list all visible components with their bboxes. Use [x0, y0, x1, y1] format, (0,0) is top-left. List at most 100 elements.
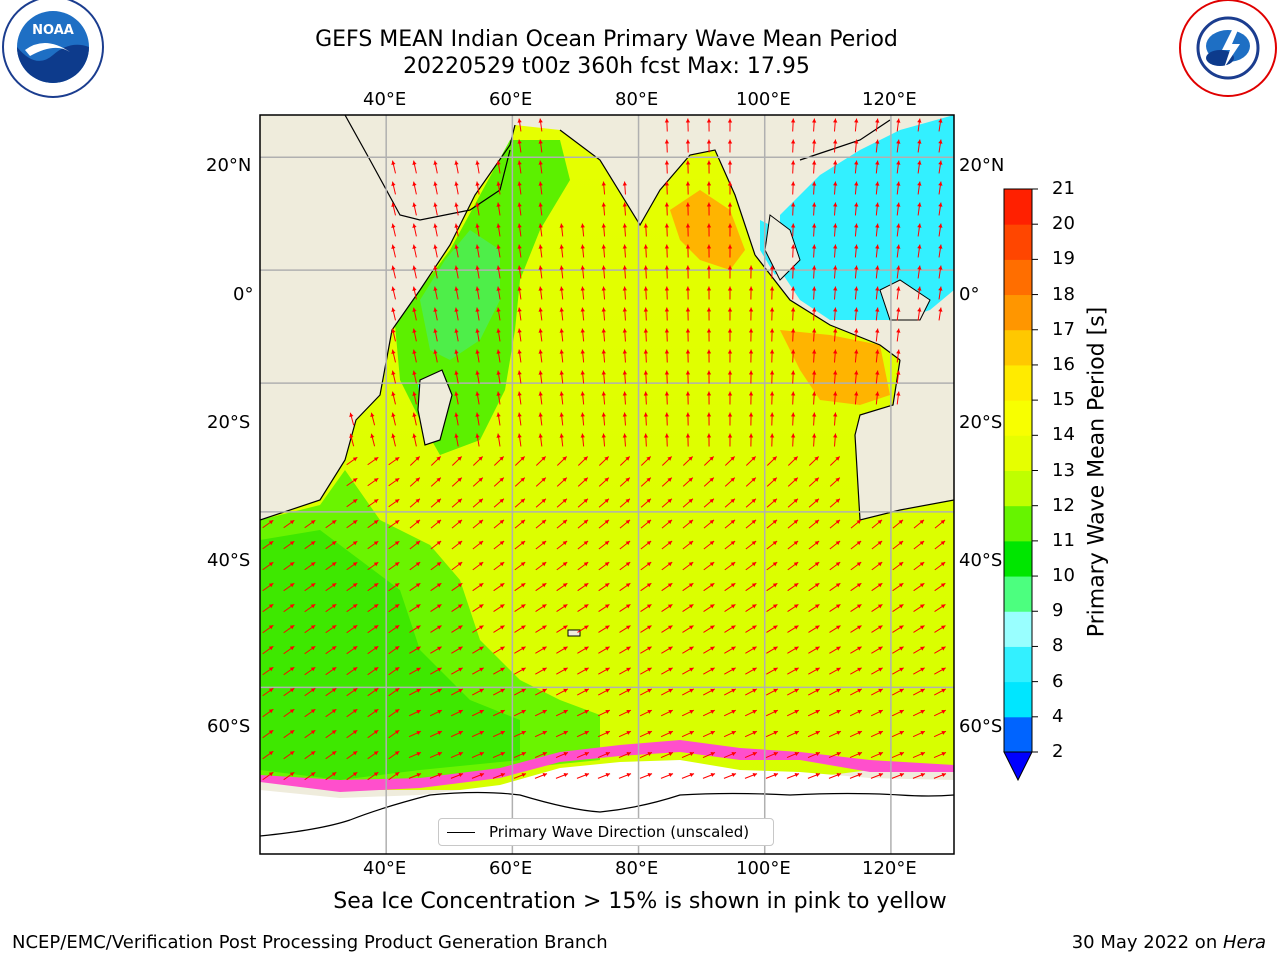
wave-direction-arrow	[812, 223, 817, 237]
wave-direction-arrow	[496, 244, 501, 258]
wave-direction-arrow	[496, 265, 501, 279]
wave-direction-arrow	[681, 709, 695, 717]
wave-direction-arrow	[685, 391, 691, 405]
wave-direction-arrow	[812, 244, 817, 258]
wave-direction-arrow	[454, 370, 459, 384]
wave-direction-arrow	[412, 391, 417, 405]
wave-direction-arrow	[849, 730, 863, 738]
wave-direction-arrow	[912, 751, 926, 759]
wave-direction-arrow	[538, 139, 543, 153]
wave-direction-arrow	[433, 328, 438, 342]
lon-tick-bottom-60e: 60°E	[489, 858, 533, 879]
wave-direction-arrow	[517, 328, 522, 342]
wave-direction-arrow	[727, 433, 733, 447]
wave-direction-arrow	[727, 160, 733, 174]
wave-direction-arrow	[727, 391, 733, 405]
wave-direction-arrow	[580, 349, 585, 363]
wave-direction-arrow	[601, 412, 606, 426]
wave-direction-arrow	[622, 391, 627, 405]
wave-direction-arrow	[391, 412, 396, 426]
wave-direction-arrow	[619, 561, 631, 571]
wave-direction-arrow	[283, 540, 295, 550]
wave-direction-arrow	[619, 456, 631, 466]
wave-direction-arrow	[706, 118, 712, 132]
wave-direction-arrow	[664, 244, 670, 258]
wave-direction-arrow	[472, 456, 484, 466]
wave-direction-arrow	[723, 751, 737, 759]
wave-direction-arrow	[535, 477, 547, 487]
colorbar-tick-label: 21	[1052, 178, 1075, 199]
wave-direction-arrow	[535, 688, 547, 696]
wave-direction-arrow	[517, 307, 522, 321]
wave-direction-arrow	[833, 391, 838, 405]
wave-direction-arrow	[850, 667, 862, 675]
wave-direction-arrow	[451, 498, 463, 508]
wave-direction-arrow	[933, 730, 947, 738]
wave-direction-arrow	[514, 667, 526, 675]
wave-direction-arrow	[871, 667, 883, 675]
wave-direction-arrow	[538, 160, 543, 174]
wave-direction-arrow	[854, 265, 859, 279]
wave-direction-arrow	[892, 667, 904, 675]
wave-direction-arrow	[367, 771, 379, 781]
wave-direction-arrow	[556, 646, 568, 654]
wave-direction-arrow	[622, 307, 627, 321]
wave-direction-arrow	[933, 751, 947, 759]
wave-direction-arrow	[619, 519, 631, 529]
wave-direction-arrow	[496, 412, 501, 426]
wave-direction-arrow	[622, 265, 627, 279]
wave-direction-arrow	[661, 625, 673, 633]
wave-direction-arrow	[388, 519, 400, 529]
wave-direction-arrow	[598, 519, 610, 529]
wave-direction-arrow	[451, 477, 463, 487]
wave-direction-arrow	[619, 667, 631, 675]
noaa-logo-text: NOAA	[32, 23, 74, 38]
wave-direction-arrow	[534, 773, 548, 779]
wave-direction-arrow	[430, 582, 442, 592]
wave-direction-arrow	[409, 561, 421, 571]
wave-direction-arrow	[727, 412, 733, 426]
wave-direction-arrow	[619, 582, 631, 592]
wave-direction-arrow	[854, 223, 859, 237]
wave-direction-arrow	[896, 118, 901, 132]
wave-direction-arrow	[451, 456, 463, 466]
wave-direction-arrow	[535, 646, 547, 654]
wave-direction-arrow	[854, 286, 859, 300]
wave-direction-arrow	[577, 646, 589, 654]
wave-direction-arrow	[938, 202, 943, 216]
wave-direction-arrow	[786, 730, 800, 738]
wave-direction-arrow	[896, 349, 901, 363]
wave-direction-arrow	[790, 181, 796, 195]
wave-direction-arrow	[703, 582, 715, 592]
wave-direction-arrow	[934, 582, 946, 592]
wave-direction-arrow	[938, 139, 943, 153]
wave-direction-arrow	[622, 223, 627, 237]
wave-direction-arrow	[496, 370, 501, 384]
colorbar-segment	[1004, 576, 1032, 612]
colorbar-tick-label: 8	[1052, 635, 1064, 657]
colorbar-label: Primary Wave Mean Period [s]	[1084, 306, 1110, 638]
wave-direction-arrow	[745, 604, 757, 612]
wave-direction-arrow	[325, 582, 337, 592]
wave-direction-arrow	[556, 519, 568, 529]
wave-direction-arrow	[850, 625, 862, 633]
wave-direction-arrow	[661, 604, 673, 612]
wave-direction-arrow	[917, 118, 922, 132]
wave-direction-arrow	[388, 666, 400, 676]
colorbar	[1003, 188, 1038, 782]
wave-direction-arrow	[790, 328, 796, 342]
wave-direction-arrow	[391, 202, 396, 216]
legend-line-swatch	[447, 831, 475, 833]
wave-direction-arrow	[766, 688, 778, 696]
wave-direction-arrow	[325, 708, 337, 718]
colorbar-segment	[1004, 611, 1032, 647]
colorbar-tick-label: 18	[1052, 283, 1075, 305]
wave-direction-arrow	[724, 561, 736, 571]
wave-direction-arrow	[514, 688, 526, 696]
wave-direction-arrow	[787, 582, 799, 592]
wave-direction-arrow	[766, 519, 778, 529]
wave-direction-arrow	[829, 582, 841, 592]
wave-direction-arrow	[538, 202, 543, 216]
wave-direction-arrow	[812, 202, 817, 216]
wave-direction-arrow	[388, 456, 400, 466]
